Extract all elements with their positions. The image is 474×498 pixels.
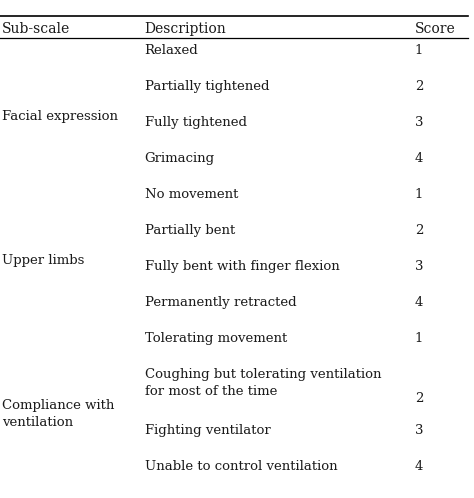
Text: No movement: No movement [145, 188, 238, 201]
Text: Coughing but tolerating ventilation
for most of the time: Coughing but tolerating ventilation for … [145, 368, 381, 397]
Text: 2: 2 [415, 392, 423, 405]
Text: 3: 3 [415, 116, 423, 129]
Text: Fully bent with finger flexion: Fully bent with finger flexion [145, 260, 339, 273]
Text: Permanently retracted: Permanently retracted [145, 296, 296, 309]
Text: Compliance with
ventilation: Compliance with ventilation [2, 399, 115, 429]
Text: 3: 3 [415, 424, 423, 437]
Text: 2: 2 [415, 80, 423, 93]
Text: Sub-scale: Sub-scale [2, 22, 71, 36]
Text: 1: 1 [415, 44, 423, 57]
Text: 1: 1 [415, 188, 423, 201]
Text: Fighting ventilator: Fighting ventilator [145, 424, 270, 437]
Text: 4: 4 [415, 152, 423, 165]
Text: 3: 3 [415, 260, 423, 273]
Text: Description: Description [145, 22, 226, 36]
Text: Upper limbs: Upper limbs [2, 253, 85, 266]
Text: Grimacing: Grimacing [145, 152, 215, 165]
Text: 4: 4 [415, 460, 423, 473]
Text: Partially tightened: Partially tightened [145, 80, 269, 93]
Text: 2: 2 [415, 224, 423, 237]
Text: 4: 4 [415, 296, 423, 309]
Text: Partially bent: Partially bent [145, 224, 235, 237]
Text: 1: 1 [415, 332, 423, 345]
Text: Fully tightened: Fully tightened [145, 116, 246, 129]
Text: Relaxed: Relaxed [145, 44, 198, 57]
Text: Unable to control ventilation: Unable to control ventilation [145, 460, 337, 473]
Text: Facial expression: Facial expression [2, 110, 118, 123]
Text: Score: Score [415, 22, 456, 36]
Text: Tolerating movement: Tolerating movement [145, 332, 287, 345]
